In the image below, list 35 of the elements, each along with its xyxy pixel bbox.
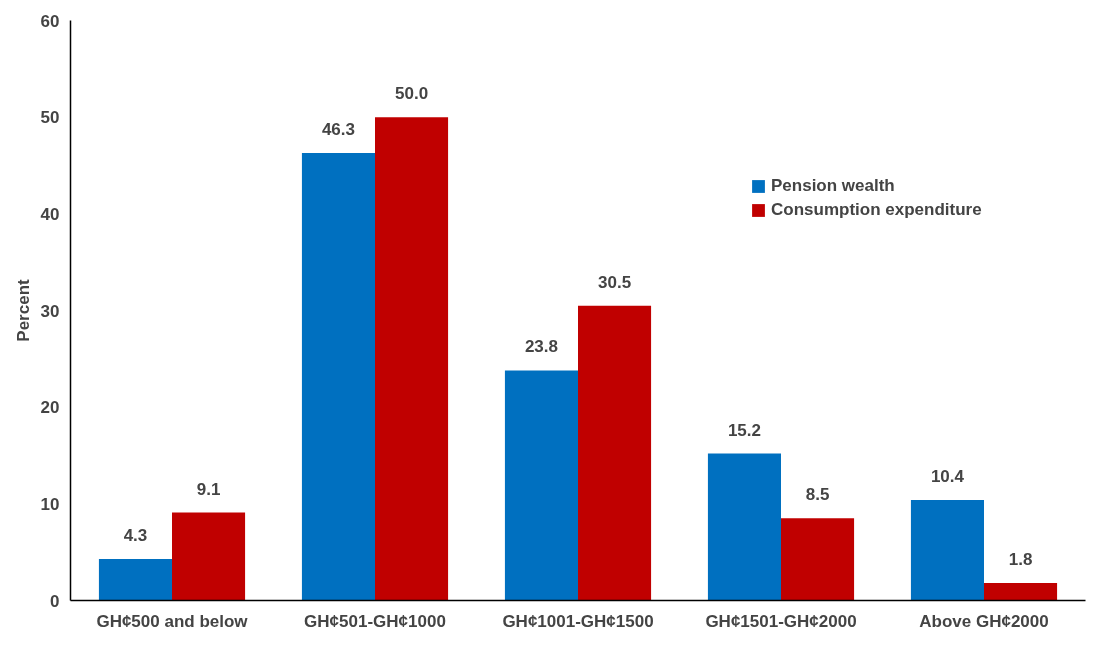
y-tick-label: 50 xyxy=(40,108,60,128)
x-tick-label: Above GH¢2000 xyxy=(919,611,1049,631)
y-tick-label: 0 xyxy=(50,591,60,611)
y-tick-label: 30 xyxy=(40,301,60,321)
bar xyxy=(301,152,375,601)
data-label: 8.5 xyxy=(805,485,830,505)
x-tick-label: GH¢501-GH¢1000 xyxy=(304,611,446,631)
legend-label: Pension wealth xyxy=(771,176,895,196)
data-label: 46.3 xyxy=(321,119,356,139)
data-label: 9.1 xyxy=(196,479,221,499)
bar xyxy=(578,305,652,601)
data-label: 50.0 xyxy=(395,84,429,104)
data-label: 10.4 xyxy=(930,466,965,486)
bar xyxy=(781,518,855,601)
bar xyxy=(984,583,1058,601)
y-axis-title: Percent xyxy=(13,278,33,342)
y-tick-label: 60 xyxy=(40,11,60,31)
bar xyxy=(504,370,578,601)
x-tick-label: GH¢1501-GH¢2000 xyxy=(705,611,857,631)
bar xyxy=(707,453,781,601)
y-tick-label: 20 xyxy=(40,398,60,418)
data-label: 1.8 xyxy=(1008,550,1033,570)
x-tick-label: GH¢1001-GH¢1500 xyxy=(502,611,654,631)
data-label: 23.8 xyxy=(524,337,559,357)
bar xyxy=(98,558,172,601)
x-tick-label: GH¢500 and below xyxy=(96,611,249,631)
bar xyxy=(375,117,449,601)
y-tick-label: 40 xyxy=(40,204,60,224)
data-label: 4.3 xyxy=(123,525,148,545)
data-label: 30.5 xyxy=(598,272,632,292)
bar xyxy=(910,499,984,601)
legend-label: Consumption expenditure xyxy=(771,200,982,220)
y-tick-label: 10 xyxy=(40,494,60,514)
data-label: 15.2 xyxy=(727,420,762,440)
bar xyxy=(172,512,246,601)
